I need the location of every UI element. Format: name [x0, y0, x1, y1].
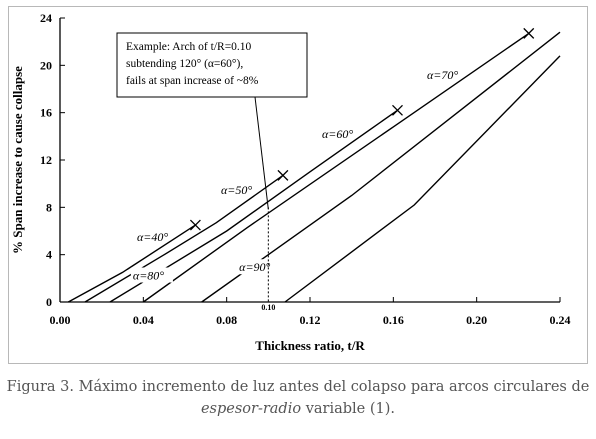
x-tick-label: 0.20 [466, 313, 487, 327]
guide-x-label: 0.10 [261, 303, 275, 312]
x-tick-label: 0.12 [300, 313, 321, 327]
series-label: α=70° [427, 68, 458, 82]
caption-italic: espesor-radio [200, 401, 302, 417]
figure-caption: Figura 3. Máximo incremento de luz antes… [0, 376, 596, 420]
series-line [67, 224, 196, 303]
caption-text-start: Figura 3. Máximo incremento de luz antes… [6, 379, 590, 395]
series-label-bg [130, 267, 173, 283]
series-end-marker [523, 27, 535, 39]
callout-line: subtending 120° (α=60°), [126, 58, 243, 70]
callout-line: Example: Arch of t/R=0.10 [126, 41, 252, 53]
y-tick-label: 24 [40, 11, 52, 25]
annotations: 0.10 Example: Arch of t/R=0.10 subtending … [116, 32, 308, 312]
tick-labels: 0.00 0.04 0.08 0.12 0.16 0.20 0.24 0 4 8 12 16 20 24 [40, 11, 571, 327]
series-label: α=60° [322, 127, 353, 141]
x-tick-label: 0.16 [383, 313, 404, 327]
series-line [142, 32, 530, 303]
callout-line: fails at span increase of ~8% [126, 75, 259, 87]
callout-box [116, 32, 308, 98]
series-end-marker [392, 104, 403, 116]
series-label: α=50° [221, 183, 252, 197]
series-label: α=40° [137, 230, 168, 244]
series-end-marker [189, 219, 201, 231]
y-tick-label: 0 [46, 295, 52, 309]
y-tick-label: 8 [46, 200, 52, 214]
x-tick-label: 0.00 [50, 313, 71, 327]
x-tick-label: 0.08 [216, 313, 237, 327]
series-end-marker [277, 169, 289, 181]
chart: 0.00 0.04 0.08 0.12 0.16 0.20 0.2404812162024 … [10, 11, 571, 353]
series-label: α=80° [133, 269, 164, 283]
y-tick-label: 16 [40, 106, 52, 120]
x-axis-label: Thickness ratio, t/R [255, 338, 365, 353]
series-label-bg [237, 259, 280, 275]
x-tick-label: 0.24 [550, 313, 571, 327]
caption-text-end: variable (1). [301, 401, 396, 417]
series: α=40° α=50° α=60° α=70° α=80° α=90° [67, 27, 561, 303]
y-tick-label: 4 [46, 248, 52, 262]
y-tick-label: 20 [40, 58, 52, 72]
series-line [84, 174, 284, 303]
y-tick-label: 12 [40, 153, 52, 167]
callout-leader [254, 96, 269, 210]
series-line [284, 55, 561, 303]
x-tick-label: 0.04 [133, 313, 154, 327]
series-label: α=90° [239, 260, 270, 274]
y-axis-label: % Span increase to cause collapse [10, 66, 25, 254]
series-line [109, 109, 398, 303]
